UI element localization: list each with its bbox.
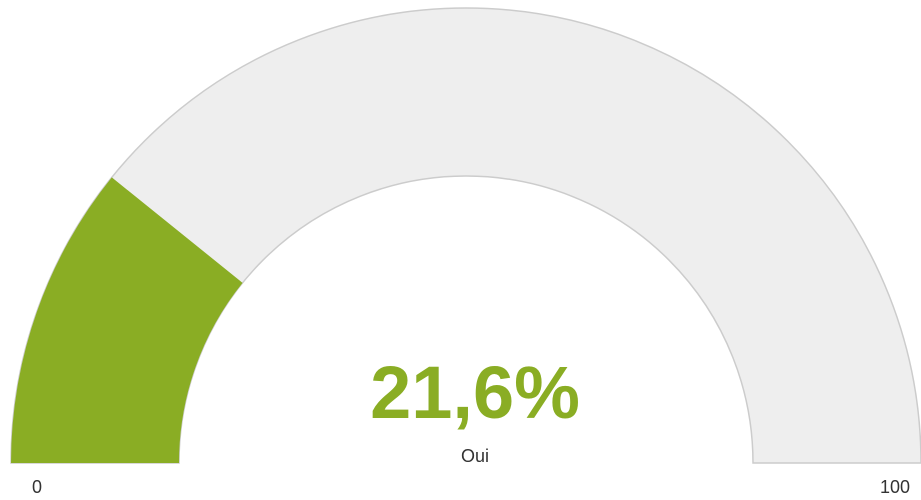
gauge-value	[11, 177, 243, 463]
gauge-label: Oui	[461, 446, 489, 466]
gauge-track	[10, 7, 921, 464]
value-label: 21,6%	[370, 351, 580, 434]
tick-label: 0	[32, 477, 42, 497]
tick-label: 100	[880, 477, 910, 497]
